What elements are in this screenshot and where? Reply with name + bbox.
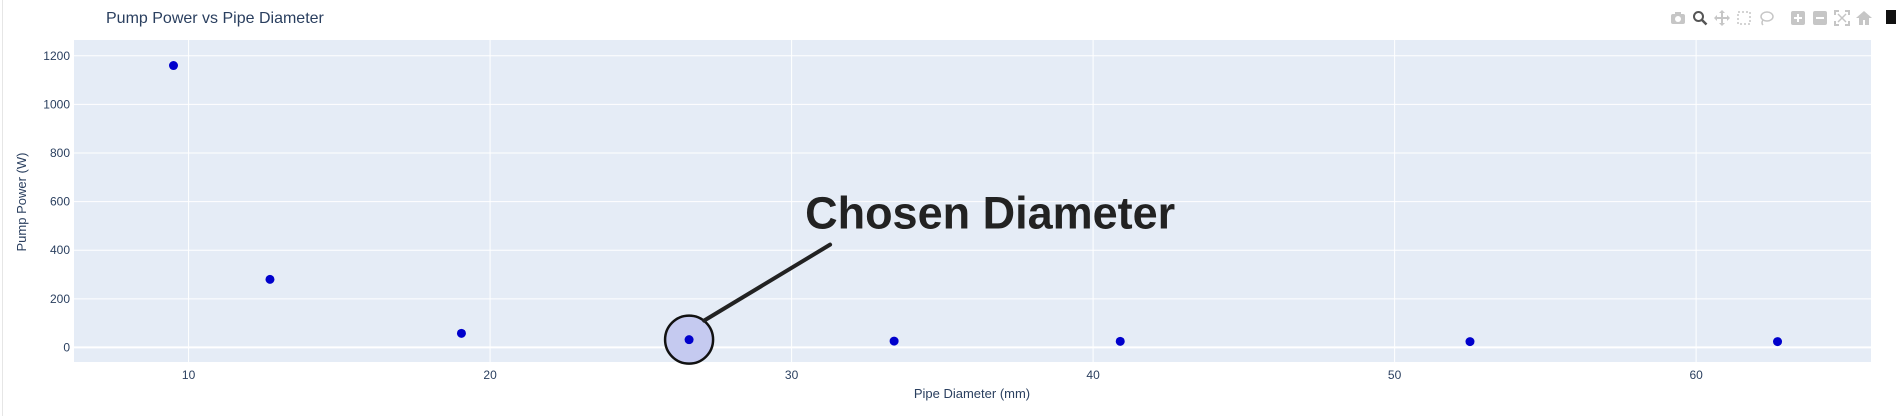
y-tick-label-5: 1000 [43,97,70,111]
annotation: Chosen Diameter [702,188,1175,323]
data-points[interactable] [168,61,1783,347]
data-point-1[interactable] [265,274,275,284]
x-tick-label-5: 60 [1689,368,1703,382]
x-tick-label-3: 40 [1086,368,1100,382]
x-axis-label: Pipe Diameter (mm) [914,386,1030,401]
data-point-4[interactable] [889,336,899,346]
edge-stub [1886,10,1896,24]
autoscale-icon[interactable] [1832,8,1852,28]
zoom-in-icon[interactable] [1788,8,1808,28]
y-tick-label-4: 800 [50,146,70,160]
x-tick-label-1: 20 [483,368,497,382]
y-tick-label-2: 400 [50,243,70,257]
annotation-text: Chosen Diameter [805,188,1175,239]
reset-axes-icon[interactable] [1854,8,1874,28]
y-tick-label-0: 0 [63,340,70,354]
chart-title: Pump Power vs Pipe Diameter [106,10,325,27]
data-point-7[interactable] [1773,337,1783,347]
left-border [2,0,3,416]
x-tick-label-4: 50 [1388,368,1402,382]
camera-icon[interactable] [1668,8,1688,28]
plot-toolbar [1668,8,1876,28]
data-point-5[interactable] [1115,336,1125,346]
plot-area[interactable] [74,40,1871,362]
box-select-icon[interactable] [1734,8,1754,28]
data-point-0[interactable] [168,61,178,71]
zoom-icon[interactable] [1690,8,1710,28]
annotation-arrow [702,242,833,323]
lasso-select-icon[interactable] [1756,8,1776,28]
grid-lines [74,40,1871,362]
x-tick-label-2: 30 [785,368,799,382]
x-tick-label-0: 10 [182,368,196,382]
data-point-2[interactable] [456,328,466,338]
data-point-6[interactable] [1465,337,1475,347]
y-axis-label: Pump Power (W) [14,153,29,252]
data-point-3[interactable] [684,335,694,345]
y-tick-label-1: 200 [50,292,70,306]
y-tick-label-3: 600 [50,195,70,209]
pan-icon[interactable] [1712,8,1732,28]
zoom-out-icon[interactable] [1810,8,1830,28]
y-tick-label-6: 1200 [43,49,70,63]
